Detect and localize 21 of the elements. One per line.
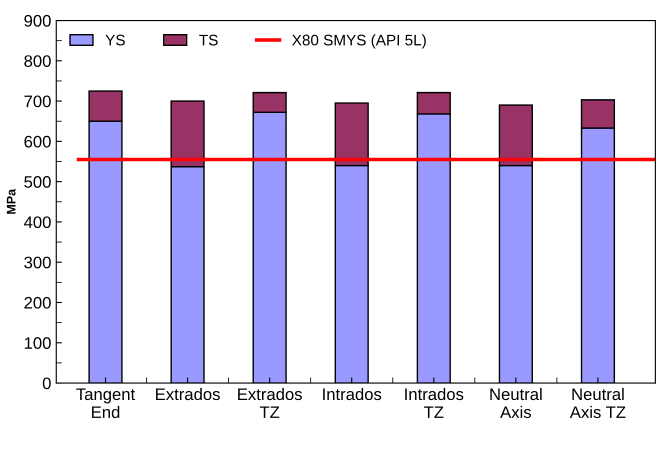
legend-label: TS <box>199 34 218 46</box>
y-tick-label: 500 <box>24 176 51 188</box>
y-tick-label: 800 <box>24 55 51 68</box>
x-tick-label: Intrados <box>323 388 382 400</box>
y-tick-label: 400 <box>24 216 51 228</box>
x-tick-label: Extrados <box>156 388 220 400</box>
x-tick-label: Tangent End <box>76 388 136 418</box>
x-tick-label: Intrados TZ <box>405 388 464 418</box>
y-tick-label: 200 <box>24 296 51 309</box>
x-tick-label: Extrados TZ <box>238 388 302 418</box>
y-tick-label: 0 <box>42 377 51 390</box>
x-tick-label: Neutral Axis <box>490 388 542 418</box>
legend-label: X80 SMYS (API 5L) <box>292 34 426 49</box>
y-tick-label: 100 <box>24 337 51 349</box>
y-tick-label: 600 <box>24 136 51 148</box>
x-tick-label: Neutral Axis TZ <box>570 388 626 418</box>
y-tick-label: 900 <box>24 14 51 27</box>
y-tick-label: 700 <box>24 95 51 108</box>
y-axis-title: MPa <box>6 188 16 214</box>
y-tick-label: 300 <box>24 256 51 268</box>
legend-label: YS <box>105 34 125 46</box>
